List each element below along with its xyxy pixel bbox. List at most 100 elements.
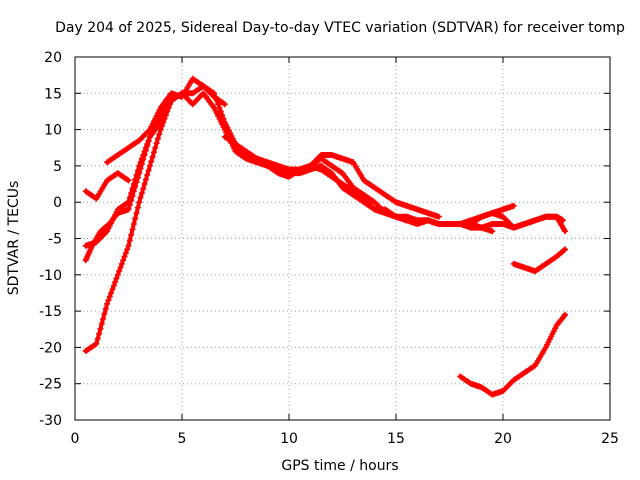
data-point [140,185,147,192]
y-tick-label: -25 [39,377,62,393]
series-track-j [457,311,569,398]
data-point [137,194,144,201]
data-point [145,167,152,174]
data-point [562,246,569,253]
data-point [146,162,153,169]
data-point [136,162,143,169]
data-point [221,101,228,108]
data-point [141,148,148,155]
data-point [562,228,569,235]
x-tick-label: 0 [71,431,80,447]
data-point [130,220,137,227]
x-tick-labels: 0 5 10 15 20 25 [71,431,619,447]
data-point [121,253,128,260]
data-point [129,185,136,192]
y-axis-label: SDTVAR / TECUs [6,181,22,296]
data-point [94,335,101,342]
y-tick-label: -20 [39,340,62,356]
data-point [130,181,137,188]
series-track-d [82,170,132,202]
data-point [112,279,119,286]
chart-title: Day 204 of 2025, Sidereal Day-to-day VTE… [55,20,625,36]
data-point [106,293,113,300]
data-point [144,171,151,178]
data-point [98,320,105,327]
data-point [126,237,133,244]
y-tick-label: 0 [53,195,62,211]
data-point [157,126,164,133]
data-point [109,286,116,293]
data-point [140,152,147,159]
data-point [142,144,149,151]
x-axis-label: GPS time / hours [281,458,398,474]
data-point [133,171,140,178]
data-point [104,300,111,307]
data-point [156,131,163,138]
data-point [141,181,148,188]
data-point [93,340,100,347]
data-point [125,199,132,206]
data-point [132,215,139,222]
data-point [128,190,135,197]
data-point [219,112,226,119]
series-track-h [467,202,517,227]
data-point [125,206,132,213]
data-point [122,250,129,257]
x-tick-label: 20 [494,431,512,447]
data-point [138,155,145,162]
data-point [134,204,141,211]
data-point [510,202,517,209]
data-point [96,330,103,337]
data-point [217,108,224,115]
data-point [132,176,139,183]
y-tick-label: -30 [39,413,62,429]
data-point [137,159,144,166]
data-point [154,135,161,142]
series-track-i [510,246,569,275]
data-point [100,315,107,322]
data-point [126,194,133,201]
series-track-g [307,152,442,220]
data-point [118,260,125,267]
data-point [560,247,567,254]
data-point [142,176,149,183]
data-point [128,231,135,238]
data-point [149,153,156,160]
data-point [220,115,227,122]
data-point [136,199,143,206]
data-point [148,158,155,165]
data-point [145,137,152,144]
data-point [138,190,145,197]
data-point [101,310,108,317]
data-point [153,140,160,147]
data-point [216,104,223,111]
data-point [144,141,151,148]
data-point [489,228,496,235]
data-point [129,226,136,233]
data-point [133,210,140,217]
data-point [113,275,120,282]
data-point [562,311,569,318]
data-point [152,144,159,151]
data-point [124,246,131,253]
y-tick-label: 5 [53,159,62,175]
series-track-c [82,93,175,249]
x-tick-label: 25 [601,431,619,447]
data-point [125,177,132,184]
data-point [117,264,124,271]
y-tick-label: -15 [39,304,62,320]
axis-ticks [74,56,611,421]
data-point [110,282,117,289]
data-point [435,213,442,220]
y-tick-labels: -30 -25 -20 -15 -10 -5 0 5 10 15 20 [39,50,62,429]
data-point [97,325,104,332]
y-tick-label: -5 [48,232,62,248]
y-tick-label: -10 [39,268,62,284]
y-tick-label: 10 [44,123,62,139]
data-point [120,257,127,264]
x-tick-label: 10 [280,431,298,447]
data-point [102,305,109,312]
data-point [125,242,132,249]
data-point [114,271,121,278]
